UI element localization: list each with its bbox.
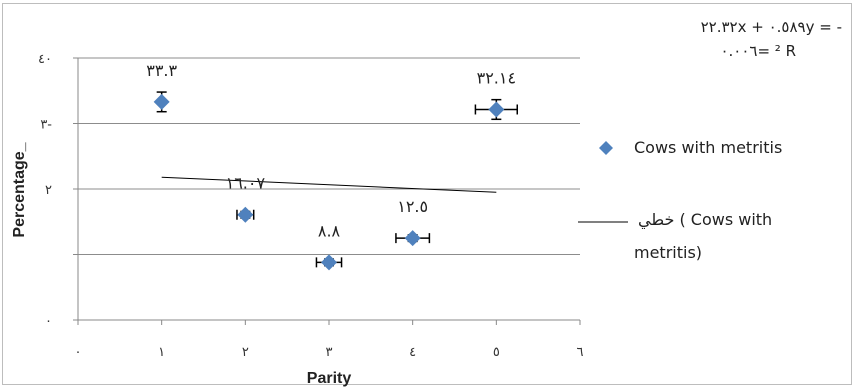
x-axis-title: Parity <box>307 370 352 387</box>
x-tick-label: ٣ <box>326 345 333 360</box>
data-label: ٣٣.٣ <box>146 61 177 80</box>
data-point-diamond <box>404 230 421 247</box>
trendline <box>161 176 497 193</box>
legend-marker-diamond <box>599 141 613 155</box>
y-tick-labels: ٠ ٤٠ ٣- ٢ <box>38 52 78 329</box>
data-labels: ٣٣.٣ ١٦.٠٧ ٨.٨ ١٢.٥ ٣٢.١٤ <box>146 61 516 240</box>
x-tick-label: ٥ <box>493 345 500 360</box>
data-point-diamond <box>321 254 337 271</box>
data-point-diamond <box>488 101 505 118</box>
x-tick-label: ٢ <box>242 345 249 360</box>
data-points <box>153 93 505 271</box>
x-tick-label: ٤ <box>409 345 416 360</box>
y-axis-title: Percentage_ <box>11 141 28 237</box>
y-tick-label: ٣- <box>40 118 52 133</box>
equation-line-1: ٢٢.٣٢x + ٠.٥٨٩y = - <box>700 18 842 36</box>
trendline-segment <box>161 176 497 193</box>
legend-trendline-label-1: خطي ( Cows with <box>638 210 773 229</box>
data-label: ١٦.٠٧ <box>226 174 266 193</box>
data-label: ٣٢.١٤ <box>477 68 516 87</box>
data-label: ٨.٨ <box>318 221 341 240</box>
x-tick-label: ٦ <box>577 345 584 360</box>
data-label: ١٢.٥ <box>397 197 428 216</box>
data-point-diamond <box>153 93 170 110</box>
y-tick-label: ٤٠ <box>38 52 52 67</box>
y-tick-label: ٠ <box>45 314 52 329</box>
chart-frame <box>2 3 852 385</box>
x-tick-label: ١ <box>158 345 165 360</box>
y-tick-label: ٢ <box>45 183 52 198</box>
x-tick-labels: ٠ ١ ٢ ٣ ٤ ٥ ٦ <box>75 320 584 360</box>
x-tick-label: ٠ <box>75 345 82 360</box>
equation-line-2: ٠.٠٠٦= ² R <box>720 42 796 60</box>
legend-series-label: Cows with metritis <box>634 138 783 157</box>
legend-trendline-label-2: metritis) <box>634 243 703 262</box>
data-point-diamond <box>237 206 254 223</box>
